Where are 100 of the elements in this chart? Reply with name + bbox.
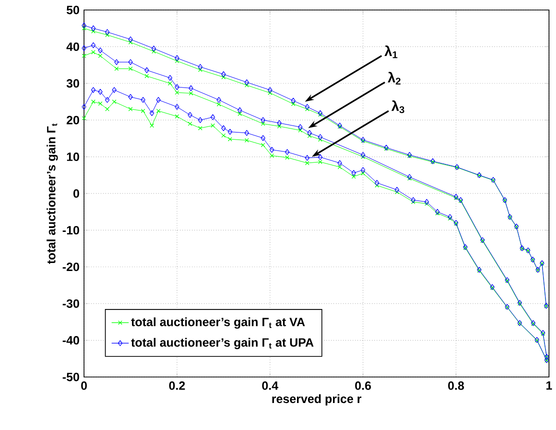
point <box>98 47 103 54</box>
point <box>305 160 310 166</box>
legend-label: total auctioneer’s gain Γ$_{t}$ at UPA <box>131 338 314 350</box>
point <box>277 124 282 128</box>
point <box>284 149 290 155</box>
point <box>307 134 312 138</box>
point <box>244 138 249 142</box>
point <box>105 97 110 103</box>
point <box>144 74 149 78</box>
point <box>105 32 110 38</box>
legend-label: total auctioneer’s gain Γ$_{t}$ at VA <box>131 317 305 329</box>
point <box>198 68 202 72</box>
point <box>128 106 133 112</box>
point <box>318 154 322 160</box>
point <box>394 186 400 193</box>
point <box>188 91 194 96</box>
point <box>198 117 203 123</box>
point <box>360 152 366 158</box>
point <box>91 42 96 48</box>
point <box>352 174 356 179</box>
point <box>298 124 302 130</box>
point <box>128 59 133 65</box>
point <box>156 108 161 114</box>
x-tick-label: 1 <box>546 381 552 390</box>
point <box>291 102 296 106</box>
x-tick-label: 0.4 <box>262 381 278 390</box>
point <box>298 128 302 132</box>
point <box>277 120 282 126</box>
point <box>318 134 322 140</box>
point <box>98 88 103 95</box>
point <box>238 107 242 114</box>
point <box>156 97 161 103</box>
point <box>260 122 266 126</box>
point <box>260 117 266 123</box>
x-axis-title: reserved price r <box>272 394 362 406</box>
y-axis-title: total auctioneer’s gain Γ$_{t}$ <box>46 124 58 264</box>
point <box>91 25 96 32</box>
point <box>188 122 192 126</box>
point <box>152 49 156 54</box>
point <box>168 81 172 86</box>
point <box>216 102 221 106</box>
point <box>112 87 116 93</box>
point <box>374 180 380 186</box>
point <box>435 211 440 216</box>
point <box>98 54 102 58</box>
point <box>91 100 96 104</box>
y-tick-label: -20 <box>62 262 80 272</box>
point <box>411 200 416 204</box>
point <box>210 123 215 128</box>
point <box>360 167 366 173</box>
point <box>244 83 249 88</box>
point <box>270 146 274 153</box>
point <box>198 64 203 70</box>
point <box>128 94 133 100</box>
point <box>188 112 192 118</box>
point <box>114 66 119 71</box>
point <box>98 101 102 106</box>
y-tick-label: -40 <box>62 336 80 345</box>
point <box>216 97 222 103</box>
y-tick-label: 40 <box>66 42 80 51</box>
point <box>174 84 180 90</box>
y-tick-label: 50 <box>66 6 80 14</box>
x-tick-label: 0.8 <box>448 381 464 390</box>
annotation: λ$_{2}$ <box>388 72 401 85</box>
point <box>268 90 272 96</box>
point <box>304 104 310 110</box>
point <box>221 133 226 138</box>
point <box>260 135 266 141</box>
point <box>244 130 250 136</box>
point <box>338 160 342 166</box>
point <box>221 71 226 78</box>
point <box>304 154 310 161</box>
x-tick-label: 0.2 <box>169 381 185 390</box>
point <box>150 110 154 116</box>
point <box>338 164 342 170</box>
point <box>374 183 380 188</box>
point <box>435 208 440 215</box>
annotation: λ$_{1}$ <box>384 45 398 58</box>
point <box>128 36 133 42</box>
y-tick-label: 0 <box>73 189 80 198</box>
point <box>221 125 226 132</box>
point <box>351 170 356 176</box>
y-tick-label: -50 <box>62 372 80 382</box>
point <box>91 50 96 54</box>
point <box>174 114 180 119</box>
point <box>112 100 116 104</box>
point <box>221 75 226 80</box>
point <box>244 79 250 86</box>
point <box>188 85 194 92</box>
point <box>270 154 274 158</box>
point <box>318 160 322 164</box>
point <box>91 87 96 93</box>
point <box>210 114 216 120</box>
point <box>152 46 156 52</box>
point <box>91 29 96 34</box>
point <box>174 58 180 64</box>
point <box>150 123 154 128</box>
y-tick-label: -10 <box>62 226 80 234</box>
point <box>174 90 180 95</box>
y-tick-label: 20 <box>66 116 80 124</box>
